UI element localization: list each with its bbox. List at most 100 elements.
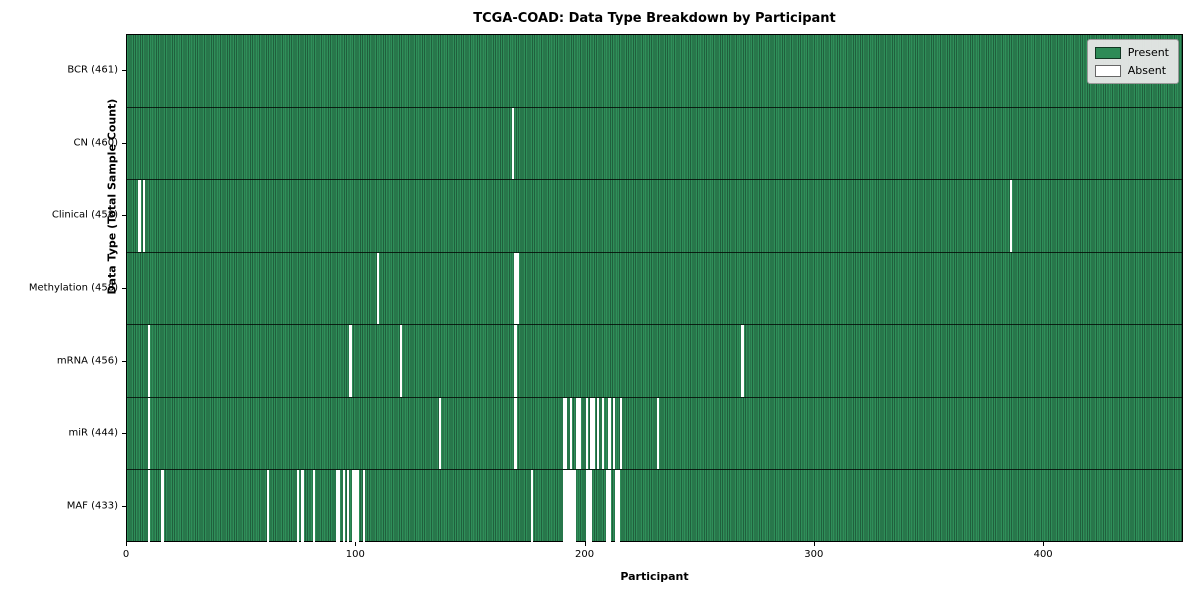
row-bcr [127, 35, 1182, 108]
absent-marker [347, 470, 350, 543]
absent-marker [601, 397, 604, 470]
absent-marker [147, 397, 150, 470]
y-tick-mark [122, 142, 126, 144]
absent-marker [266, 470, 270, 543]
y-tick-label: BCR (461) [67, 64, 118, 76]
legend: Present Absent [1086, 39, 1179, 84]
x-tick-mark [126, 542, 127, 546]
row-methylation [127, 252, 1182, 326]
row-mir [127, 397, 1182, 471]
absent-marker [363, 470, 366, 543]
absent-marker [562, 470, 565, 543]
absent-marker [617, 470, 620, 543]
absent-marker [147, 325, 150, 397]
absent-marker [585, 397, 588, 470]
x-tick-mark [584, 542, 586, 546]
y-tick-mark [122, 360, 126, 362]
absent-marker [597, 397, 600, 470]
absent-marker [564, 470, 568, 543]
x-tick-mark [1043, 542, 1045, 546]
absent-marker [578, 397, 581, 470]
absent-marker [592, 397, 595, 470]
absent-marker [356, 470, 359, 543]
absent-marker [337, 470, 341, 543]
absent-marker [514, 252, 517, 325]
absent-marker [516, 252, 520, 325]
absent-marker [349, 325, 352, 397]
y-tick-mark [122, 433, 126, 435]
absent-marker [656, 397, 659, 470]
absent-marker [564, 397, 568, 470]
absent-marker [587, 470, 591, 543]
absent-marker [576, 397, 579, 470]
absent-marker [376, 252, 380, 325]
row-maf [127, 470, 1182, 543]
absent-marker [585, 470, 588, 543]
y-tick-mark [122, 215, 126, 217]
legend-swatch-icon [1094, 46, 1121, 59]
absent-marker [312, 470, 315, 543]
absent-marker [512, 107, 515, 180]
chart-title: TCGA-COAD: Data Type Breakdown by Partic… [473, 11, 836, 26]
y-tick-label: Clinical (458) [51, 209, 118, 221]
legend-label: Present [1127, 46, 1169, 59]
absent-marker [569, 397, 572, 470]
absent-marker [615, 470, 618, 543]
y-tick-mark [122, 505, 126, 507]
absent-marker [741, 325, 744, 397]
absent-marker [590, 470, 593, 543]
absent-marker [342, 470, 345, 543]
x-tick-mark [813, 542, 815, 546]
absent-marker [514, 397, 517, 470]
absent-marker [562, 397, 565, 470]
x-tick-label: 400 [1033, 549, 1053, 560]
absent-marker [335, 470, 338, 543]
legend-swatch-icon [1094, 64, 1121, 77]
row-cn [127, 107, 1182, 181]
y-tick-mark [122, 70, 126, 72]
absent-marker [567, 470, 570, 543]
y-axis-label: Data Type (Total Sample Count) [105, 98, 119, 295]
absent-marker [530, 470, 533, 543]
absent-marker [574, 470, 577, 543]
absent-marker [613, 397, 616, 470]
absent-marker [138, 180, 141, 252]
y-tick-label: Methylation (458) [28, 282, 118, 294]
legend-entry-present: Present [1094, 46, 1169, 59]
legend-label: Absent [1127, 64, 1167, 77]
absent-marker [143, 180, 146, 252]
absent-marker [438, 397, 442, 470]
x-tick-label: 0 [122, 549, 130, 560]
absent-marker [399, 325, 403, 397]
absent-marker [590, 397, 593, 470]
x-tick-label: 200 [575, 549, 595, 560]
x-tick-label: 300 [804, 549, 824, 560]
x-tick-label: 100 [345, 549, 365, 560]
y-tick-label: miR (444) [68, 427, 118, 439]
absent-marker [571, 470, 575, 543]
legend-entry-absent: Absent [1094, 64, 1169, 77]
absent-marker [606, 470, 609, 543]
absent-marker [147, 470, 150, 543]
absent-marker [296, 470, 299, 543]
row-clinical [127, 180, 1182, 253]
y-tick-mark [122, 288, 126, 289]
absent-marker [351, 470, 354, 543]
absent-marker [1009, 180, 1013, 252]
y-tick-label: mRNA (456) [56, 355, 118, 367]
x-axis-label: Participant [620, 570, 689, 583]
absent-marker [301, 470, 304, 543]
absent-marker [161, 470, 164, 543]
absent-marker [619, 397, 623, 470]
absent-marker [514, 325, 517, 397]
y-tick-label: CN (460) [73, 137, 118, 149]
plot-area [126, 34, 1183, 543]
y-tick-label: MAF (433) [66, 500, 118, 512]
absent-marker [608, 397, 611, 470]
absent-marker [608, 470, 611, 543]
absent-marker [353, 470, 357, 543]
x-tick-mark [355, 542, 357, 546]
row-mrna [127, 325, 1182, 398]
absent-marker [569, 470, 572, 543]
